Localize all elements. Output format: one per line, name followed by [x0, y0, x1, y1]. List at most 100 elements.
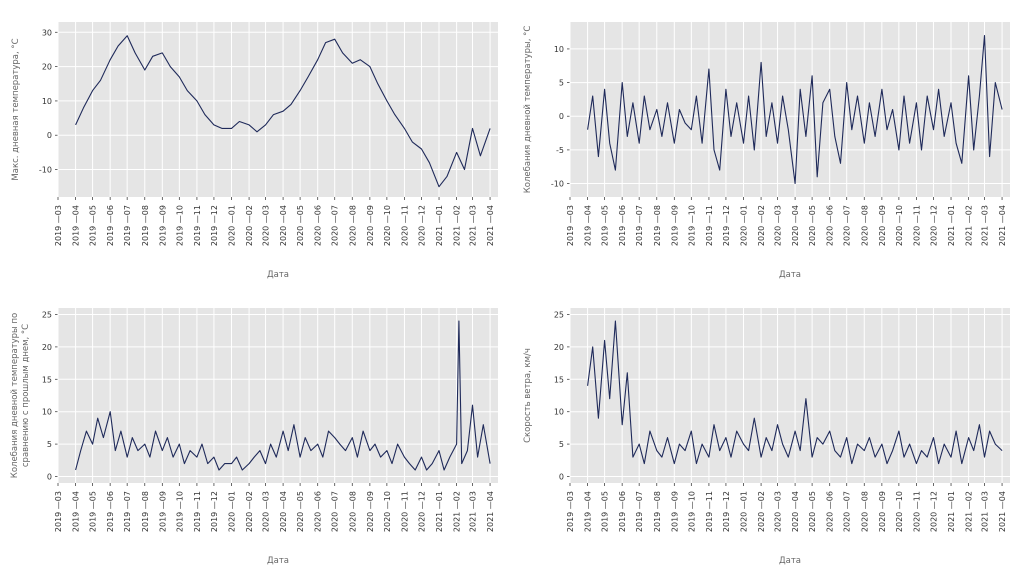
- x-tick-label: 2019 —08: [141, 491, 150, 532]
- chart-max-temp-svg: 30 20 10 0 -10 2019 —03 2019 —04 2019 —05 2019 —…: [11, 22, 498, 280]
- y-tick-label: 10: [554, 45, 564, 54]
- x-tick-label: 2020 —07: [843, 491, 852, 532]
- x-tick-label: 2020 —12: [929, 205, 938, 246]
- series-line: [75, 35, 491, 188]
- chart-temp-fluct: 10 5 0 -5 -10 2019 —03 2019 —04 2019 —05 2019 —0…: [512, 0, 1024, 286]
- x-tick-label: 2021 —02: [965, 205, 974, 246]
- series-line: [587, 320, 1003, 465]
- y-axis-title: Колебания дневной температуры по сравнени…: [10, 313, 31, 478]
- x-tick-label: 2020 —09: [878, 205, 887, 246]
- x-tick-label: 2019 —10: [175, 205, 184, 246]
- x-tick-label: 2020 —02: [757, 205, 766, 246]
- x-tick-label: 2020 —11: [400, 491, 409, 532]
- x-tick-label: 2020 —06: [314, 491, 323, 532]
- x-tick-label: 2019 —04: [72, 491, 81, 532]
- x-tick-label: 2021 —01: [435, 491, 444, 532]
- x-tick-label: 2020 —01: [740, 205, 749, 246]
- x-tick-label: 2019 —05: [89, 491, 98, 532]
- x-tick-label: 2019 —11: [705, 205, 714, 246]
- x-tick-label: 2021 —04: [486, 491, 495, 532]
- x-tick-label: 2021 —03: [980, 205, 989, 246]
- x-tick-label: 2019 —12: [722, 205, 731, 246]
- plot-area: [570, 22, 1010, 197]
- x-tick-label: 2019 —07: [635, 205, 644, 246]
- x-tick-label: 2019 —06: [106, 205, 115, 246]
- x-tick-label: 2020 —07: [331, 205, 340, 246]
- x-tick-label: 2019 —08: [141, 205, 150, 246]
- y-tick-label: 30: [42, 28, 52, 37]
- x-tick-label: 2020 —06: [826, 491, 835, 532]
- x-tick-label: 2020 —10: [895, 205, 904, 246]
- x-tick-label: 2021 —02: [453, 205, 462, 246]
- y-axis-title: Макс. дневная температура, °C: [11, 38, 21, 180]
- chart-temp-fluct-prev: 25 20 15 10 5 0 2019 —03 2019 —04 2019 —05 2019 —…: [0, 286, 512, 572]
- x-tick-label: 2019 —06: [106, 491, 115, 532]
- chart-wind-speed: 25 20 15 10 5 0 2019 —03 2019 —04 2019 —05 2019 —…: [512, 286, 1024, 572]
- x-tick-label: 2021 —04: [486, 205, 495, 246]
- x-tick-label: 2019 —10: [687, 205, 696, 246]
- x-tick-label: 2021 —01: [947, 491, 956, 532]
- x-tick-label: 2019 —12: [210, 205, 219, 246]
- x-tick-label: 2020 —11: [400, 205, 409, 246]
- x-tick-label: 2019 —09: [158, 491, 167, 532]
- x-tick-label: 2020 —10: [383, 205, 392, 246]
- y-tick-label: 25: [42, 310, 52, 319]
- x-tick-label: 2019 —09: [158, 205, 167, 246]
- x-tick-label: 2019 —03: [54, 491, 63, 532]
- x-tick-label: 2019 —10: [687, 491, 696, 532]
- y-tick-label: 20: [42, 343, 52, 352]
- plot-area: [570, 308, 1010, 483]
- x-tick-label: 2020 —02: [757, 491, 766, 532]
- x-tick-label: 2020 —08: [860, 491, 869, 532]
- plot-area: [58, 308, 498, 483]
- y-tick-label: -10: [551, 180, 564, 189]
- y-tick-label: 0: [559, 112, 564, 121]
- x-tick-label: 2020 —07: [331, 491, 340, 532]
- x-tick-label: 2019 —09: [670, 491, 679, 532]
- x-tick-label: 2019 —06: [618, 491, 627, 532]
- y-tick-label: 10: [42, 97, 52, 106]
- x-tick-label: 2020 —11: [912, 205, 921, 246]
- y-tick-label: 20: [42, 63, 52, 72]
- x-axis-title: Дата: [267, 556, 289, 566]
- x-tick-label: 2019 —08: [653, 205, 662, 246]
- x-tick-label: 2020 —11: [912, 491, 921, 532]
- x-tick-label: 2020 —03: [262, 491, 271, 532]
- y-tick-label: 15: [42, 375, 52, 384]
- x-tick-label: 2021 —03: [468, 205, 477, 246]
- x-tick-label: 2020 —01: [740, 491, 749, 532]
- plot-area: [58, 22, 498, 197]
- y-tick-label: 5: [559, 79, 564, 88]
- x-tick-label: 2020 —08: [348, 491, 357, 532]
- x-tick-label: 2019 —07: [123, 491, 132, 532]
- x-tick-label: 2019 —07: [123, 205, 132, 246]
- y-tick-label: 20: [554, 343, 564, 352]
- x-tick-label: 2019 —12: [722, 491, 731, 532]
- x-tick-label: 2019 —04: [72, 205, 81, 246]
- y-tick-label: 15: [554, 375, 564, 384]
- x-tick-label: 2020 —04: [279, 205, 288, 246]
- chart-max-temp: 30 20 10 0 -10 2019 —03 2019 —04 2019 —05 2019 —…: [0, 0, 512, 286]
- y-axis-title-line-2: сравнению с прошлым днем, °C: [21, 324, 31, 467]
- y-tick-label: 0: [47, 131, 52, 140]
- x-tick-label: 2019 —04: [584, 491, 593, 532]
- x-tick-label: 2020 —09: [878, 491, 887, 532]
- x-tick-label: 2020 —10: [895, 491, 904, 532]
- x-tick-label: 2020 —01: [228, 205, 237, 246]
- x-tick-label: 2020 —03: [262, 205, 271, 246]
- x-tick-label: 2020 —08: [860, 205, 869, 246]
- series-line: [587, 34, 1003, 185]
- x-tick-label: 2021 —02: [453, 491, 462, 532]
- x-tick-label: 2020 —12: [417, 491, 426, 532]
- x-tick-label: 2019 —05: [601, 205, 610, 246]
- y-axis-title: Колебания дневной температуры, °C: [523, 26, 533, 194]
- x-tick-label: 2020 —04: [279, 491, 288, 532]
- x-tick-label: 2021 —04: [998, 205, 1007, 246]
- x-tick-label: 2020 —12: [417, 205, 426, 246]
- x-tick-label: 2019 —11: [193, 205, 202, 246]
- y-tick-label: 5: [559, 440, 564, 449]
- x-tick-label: 2019 —08: [653, 491, 662, 532]
- x-tick-label: 2020 —05: [808, 491, 817, 532]
- chart-temp-fluct-svg: 10 5 0 -5 -10 2019 —03 2019 —04 2019 —05 2019 —0…: [523, 22, 1010, 280]
